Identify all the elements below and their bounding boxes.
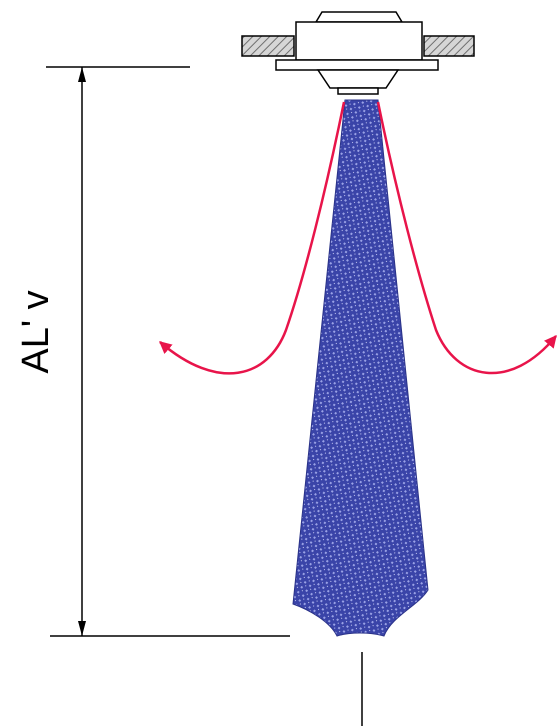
ceiling-slab-right xyxy=(423,35,475,57)
dimension-arrow-top xyxy=(78,67,86,82)
air-jet-cone xyxy=(292,99,429,637)
dimension-arrow-bottom xyxy=(78,621,86,636)
flow-arrow-left xyxy=(159,101,346,375)
dimension-label: AL' v xyxy=(15,290,57,373)
ceiling-nozzle-icon xyxy=(275,11,439,95)
ceiling-slab-left xyxy=(241,35,295,57)
flow-arrow-right xyxy=(376,101,557,375)
